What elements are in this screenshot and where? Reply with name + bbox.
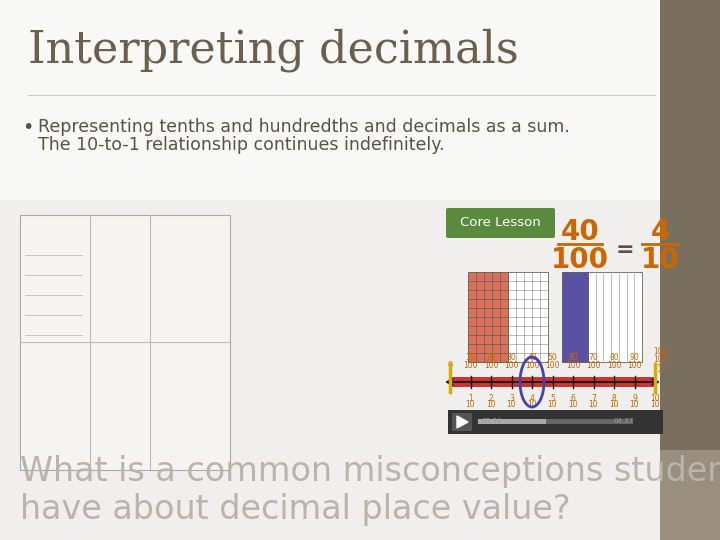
Bar [562, 272, 588, 362]
Text: What is a common misconceptions students: What is a common misconceptions students [20, 455, 720, 488]
Text: Representing tenths and hundredths and decimals as a sum.: Representing tenths and hundredths and d… [38, 118, 570, 136]
Bar [20, 215, 230, 470]
Text: 10: 10 [568, 400, 578, 409]
Text: 10: 10 [589, 400, 598, 409]
Text: 100: 100 [586, 361, 600, 370]
Text: 100: 100 [545, 361, 559, 370]
Text: •: • [22, 118, 33, 137]
Text: Core Lesson: Core Lesson [460, 217, 541, 230]
Text: 4: 4 [530, 394, 534, 403]
Text: Interpreting decimals: Interpreting decimals [28, 28, 518, 72]
Text: 10: 10 [466, 353, 475, 362]
Text: 100: 100 [525, 361, 539, 370]
Polygon shape [457, 416, 468, 428]
Text: 40: 40 [561, 218, 599, 246]
Bar [468, 272, 508, 362]
Bar [448, 410, 663, 434]
Bar [478, 419, 546, 424]
Text: 1: 1 [468, 394, 473, 403]
Text: 2: 2 [489, 394, 493, 403]
Text: 50: 50 [548, 353, 557, 362]
Bar [450, 377, 655, 387]
Text: 100: 100 [607, 361, 621, 370]
Bar [660, 0, 720, 450]
Text: 80: 80 [609, 353, 618, 362]
Text: 100: 100 [504, 361, 518, 370]
Bar [508, 272, 548, 362]
Text: 9: 9 [632, 394, 637, 403]
Text: 3: 3 [509, 394, 514, 403]
Text: 04:37: 04:37 [613, 418, 634, 424]
Text: 10: 10 [507, 400, 516, 409]
Bar [588, 272, 642, 362]
Bar [0, 0, 660, 200]
Text: 6: 6 [570, 394, 575, 403]
Text: 4: 4 [650, 218, 670, 246]
Text: 100: 100 [653, 347, 667, 356]
Bar [478, 419, 633, 424]
Text: 10: 10 [548, 400, 557, 409]
Text: 90: 90 [629, 353, 639, 362]
Text: 1: 1 [657, 364, 663, 374]
Text: 60: 60 [568, 353, 578, 362]
Text: 10: 10 [466, 400, 475, 409]
Text: have about decimal place value?: have about decimal place value? [20, 493, 571, 526]
Bar [660, 450, 720, 540]
Bar [452, 413, 472, 431]
Text: 03:36: 03:36 [482, 418, 503, 424]
Text: 8: 8 [611, 394, 616, 403]
Text: 100: 100 [566, 361, 580, 370]
Text: 100: 100 [484, 361, 498, 370]
Text: 10: 10 [630, 400, 639, 409]
Text: 100: 100 [463, 361, 478, 370]
Text: 10: 10 [650, 400, 660, 409]
Text: 100: 100 [551, 246, 609, 274]
Text: 70: 70 [589, 353, 598, 362]
Text: The 10-to-1 relationship continues indefinitely.: The 10-to-1 relationship continues indef… [38, 136, 444, 154]
Text: 40: 40 [527, 353, 537, 362]
Text: 7: 7 [591, 394, 596, 403]
Text: =: = [616, 240, 634, 260]
Text: 10: 10 [641, 246, 679, 274]
FancyBboxPatch shape [446, 208, 555, 238]
Text: 10: 10 [527, 400, 537, 409]
Text: 5: 5 [550, 394, 555, 403]
Text: 100: 100 [653, 355, 667, 364]
Text: 30: 30 [507, 353, 516, 362]
Text: 10: 10 [609, 400, 618, 409]
Text: 20: 20 [486, 353, 496, 362]
Text: 100: 100 [627, 361, 642, 370]
Text: 10: 10 [650, 394, 660, 403]
Text: 10: 10 [486, 400, 496, 409]
Text: 0: 0 [447, 361, 453, 370]
